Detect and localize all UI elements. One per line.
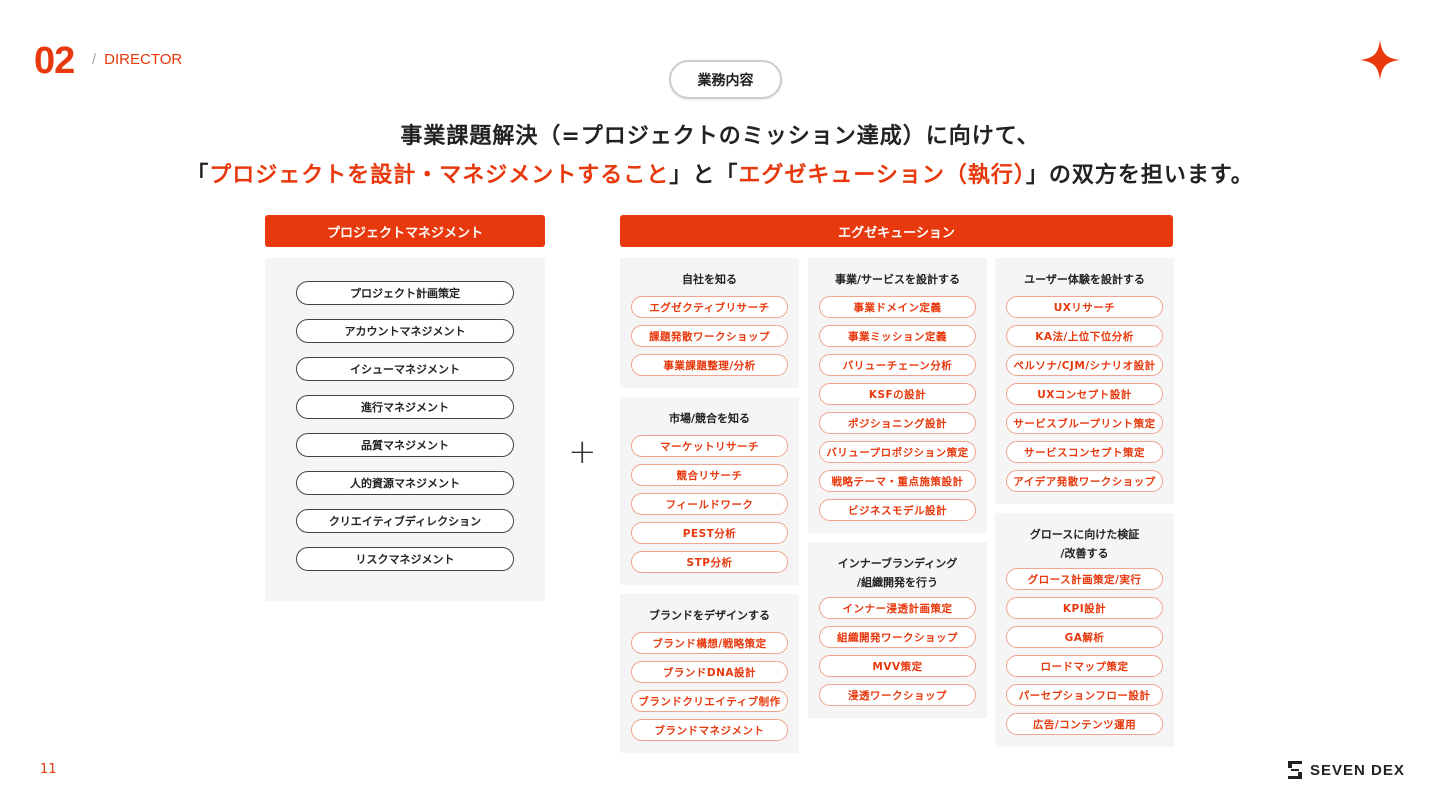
execution-item: ビジネスモデル設計 bbox=[819, 499, 976, 521]
execution-item: KSFの設計 bbox=[819, 383, 976, 405]
execution-group: 事業/サービスを設計する事業ドメイン定義 事業ミッション定義 バリューチェーン分析 K… bbox=[808, 258, 987, 533]
execution-group: ブランドをデザインするブランド構想/戦略策定 ブランドDNA設計 ブランドクリエイテ… bbox=[620, 594, 799, 753]
group-title: 市場/競合を知る bbox=[668, 412, 751, 425]
group-title: 自社を知る bbox=[682, 273, 737, 286]
execution-item: アイデア発散ワークショップ bbox=[1006, 470, 1163, 492]
pm-item: イシューマネジメント bbox=[296, 357, 514, 381]
page-number: 11 bbox=[40, 762, 57, 777]
execution-item: 事業ドメイン定義 bbox=[819, 296, 976, 318]
execution-item: バリューチェーン分析 bbox=[819, 354, 976, 376]
project-management-list: プロジェクト計画策定 アカウントマネジメント イシューマネジメント 進行マネジメント品… bbox=[265, 258, 545, 601]
execution-group: 自社を知るエグゼクティブリサーチ 課題発散ワークショップ 事業課題整理/分析 bbox=[620, 258, 799, 388]
execution-group: インナーブランディング /組織開発を行うインナー浸透計画策定 組織開発ワークショッ… bbox=[808, 542, 987, 718]
execution-item: サービスコンセプト策定 bbox=[1006, 441, 1163, 463]
execution-item: 競合リサーチ bbox=[631, 464, 788, 486]
execution-item: PEST分析 bbox=[631, 522, 788, 544]
execution-item: インナー浸透計画策定 bbox=[819, 597, 976, 619]
pm-item: プロジェクト計画策定 bbox=[296, 281, 514, 305]
execution-item: サービスブループリント策定 bbox=[1006, 412, 1163, 434]
execution-item: KA法/上位下位分析 bbox=[1006, 325, 1163, 347]
execution-item: ブランド構想/戦略策定 bbox=[631, 632, 788, 654]
section-number: 02 bbox=[34, 40, 75, 82]
pm-item: アカウントマネジメント bbox=[296, 319, 514, 343]
section-label-text: DIRECTOR bbox=[104, 51, 183, 68]
execution-header: エグゼキューション bbox=[620, 215, 1173, 247]
brand-logo: SEVEN DEX bbox=[1288, 761, 1405, 779]
pm-item: リスクマネジメント bbox=[296, 547, 514, 571]
execution-item: 戦略テーマ・重点施策設計 bbox=[819, 470, 976, 492]
pm-item: 品質マネジメント bbox=[296, 433, 514, 457]
execution-item: ブランドマネジメント bbox=[631, 719, 788, 741]
pm-item: 人的資源マネジメント bbox=[296, 471, 514, 495]
execution-item: KPI設計 bbox=[1006, 597, 1163, 619]
headline-line1: 事業課題解決（=プロジェクトのミッション達成）に向けて、 bbox=[400, 124, 1040, 149]
execution-column: 事業/サービスを設計する事業ドメイン定義 事業ミッション定義 バリューチェーン分析 K… bbox=[808, 258, 987, 718]
execution-group: 市場/競合を知るマーケットリサーチ 競合リサーチ フィールドワーク PEST分析 STP… bbox=[620, 397, 799, 585]
section-label: / DIRECTOR bbox=[92, 51, 183, 68]
brand-name: SEVEN DEX bbox=[1310, 761, 1405, 779]
execution-group: グロースに向けた検証 /改善するグロース計画策定/実行 KPI設計 GA解析ロードマ… bbox=[995, 513, 1174, 747]
execution-item: UXリサーチ bbox=[1006, 296, 1163, 318]
group-title: ブランドをデザインする bbox=[649, 609, 770, 622]
execution-item: 課題発散ワークショップ bbox=[631, 325, 788, 347]
execution-column: ユーザー体験を設計する UXリサーチ KA法/上位下位分析 ペルソナ/CJM/シナリオ… bbox=[995, 258, 1174, 747]
execution-item: 組織開発ワークショップ bbox=[819, 626, 976, 648]
execution-item: STP分析 bbox=[631, 551, 788, 573]
execution-item: バリュープロポジション策定 bbox=[819, 441, 976, 463]
execution-item: ポジショニング設計 bbox=[819, 412, 976, 434]
execution-item: ブランドDNA設計 bbox=[631, 661, 788, 683]
execution-item: UXコンセプト設計 bbox=[1006, 383, 1163, 405]
group-title: ユーザー体験を設計する bbox=[1024, 273, 1145, 286]
group-title: インナーブランディング /組織開発を行う bbox=[837, 557, 958, 589]
group-title: グロースに向けた検証 /改善する bbox=[1029, 528, 1140, 560]
execution-item: フィールドワーク bbox=[631, 493, 788, 515]
group-title: 事業/サービスを設計する bbox=[834, 273, 961, 286]
execution-item: 事業ミッション定義 bbox=[819, 325, 976, 347]
execution-item: エグゼクティブリサーチ bbox=[631, 296, 788, 318]
execution-item: パーセプションフロー設計 bbox=[1006, 684, 1163, 706]
execution-item: ペルソナ/CJM/シナリオ設計 bbox=[1006, 354, 1163, 376]
execution-item: MVV策定 bbox=[819, 655, 976, 677]
plus-icon: + bbox=[568, 432, 597, 472]
execution-item: ロードマップ策定 bbox=[1006, 655, 1163, 677]
execution-column: 自社を知るエグゼクティブリサーチ 課題発散ワークショップ 事業課題整理/分析市場/競… bbox=[620, 258, 799, 753]
execution-item: グロース計画策定/実行 bbox=[1006, 568, 1163, 590]
pm-item: 進行マネジメント bbox=[296, 395, 514, 419]
execution-item: ブランドクリエイティブ制作 bbox=[631, 690, 788, 712]
pm-item: クリエイティブディレクション bbox=[296, 509, 514, 533]
sparkle-icon bbox=[1360, 40, 1400, 80]
category-tag: 業務内容 bbox=[669, 60, 782, 99]
headline-line2: 「プロジェクトを設計・マネジメントすること」と「エグゼキューション（執行）」の双… bbox=[186, 163, 1254, 188]
project-management-header: プロジェクトマネジメント bbox=[265, 215, 545, 247]
execution-item: マーケットリサーチ bbox=[631, 435, 788, 457]
brand-logo-icon bbox=[1288, 761, 1302, 779]
execution-item: 広告/コンテンツ運用 bbox=[1006, 713, 1163, 735]
execution-item: 事業課題整理/分析 bbox=[631, 354, 788, 376]
execution-item: GA解析 bbox=[1006, 626, 1163, 648]
execution-item: 浸透ワークショップ bbox=[819, 684, 976, 706]
execution-group: ユーザー体験を設計する UXリサーチ KA法/上位下位分析 ペルソナ/CJM/シナリオ… bbox=[995, 258, 1174, 504]
